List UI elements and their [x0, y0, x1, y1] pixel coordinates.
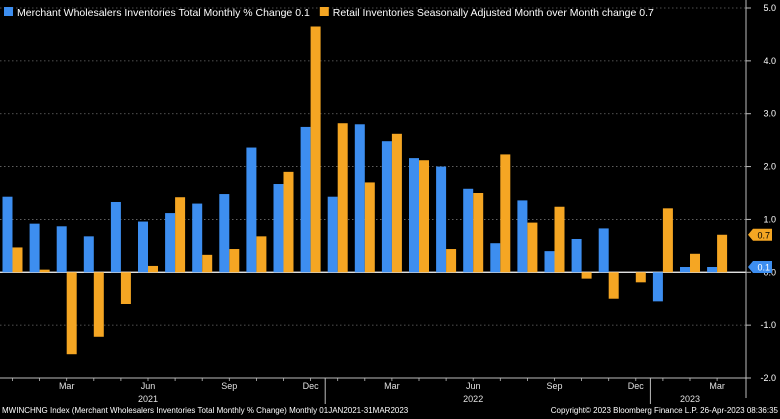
bar-wholesale-26: [707, 267, 718, 273]
x-tick-label-2: Sep: [221, 381, 237, 391]
bar-retail-20: [554, 206, 565, 273]
bar-wholesale-11: [300, 126, 311, 273]
bar-wholesale-0: [2, 196, 13, 273]
legend-label-1: Retail Inventories Seasonally Adjusted M…: [333, 7, 654, 19]
bar-wholesale-17: [463, 188, 474, 273]
bar-retail-10: [283, 171, 294, 273]
footer: MWINCHNG Index (Merchant Wholesalers Inv…: [2, 406, 779, 415]
bar-wholesale-22: [598, 228, 609, 273]
bar-retail-1: [39, 269, 50, 273]
bar-retail-6: [175, 197, 186, 273]
bar-retail-12: [337, 123, 348, 273]
bar-wholesale-7: [192, 203, 203, 273]
bar-wholesale-19: [517, 200, 528, 273]
legend-swatch-0: [4, 7, 13, 16]
legend-swatch-1: [319, 7, 329, 16]
bar-wholesale-10: [273, 184, 284, 273]
last-value-badge-1: [748, 261, 772, 273]
bar-retail-5: [148, 265, 158, 273]
bar-retail-11: [310, 26, 321, 273]
bar-retail-0: [12, 247, 23, 273]
bar-wholesale-21: [571, 238, 582, 273]
bar-retail-24: [662, 208, 673, 273]
y-tick-label-1.0: 1.0: [763, 214, 776, 224]
legend: Merchant Wholesalers Inventories Total M…: [4, 7, 654, 19]
bar-wholesale-8: [219, 194, 230, 273]
bar-wholesale-5: [138, 221, 148, 273]
y-tick-label-3.0: 3.0: [763, 109, 776, 119]
bar-retail-9: [256, 236, 267, 273]
bar-wholesale-9: [246, 147, 257, 273]
y-tick-label--2.0: -2.0: [760, 373, 776, 383]
y-tick-label-4.0: 4.0: [763, 56, 776, 66]
y-tick-label--1.0: -1.0: [760, 320, 776, 330]
bar-retail-4: [120, 272, 131, 304]
y-axis: 5.04.03.02.01.00.0-1.0-2.0: [745, 0, 776, 398]
bar-retail-16: [446, 249, 457, 273]
bar-wholesale-18: [490, 243, 501, 273]
x-tick-label-7: Dec: [628, 381, 645, 391]
year-label-2023: 2023: [680, 394, 700, 404]
bar-retail-18: [500, 154, 511, 273]
x-tick-label-8: Mar: [709, 381, 725, 391]
bar-retail-21: [581, 272, 592, 279]
bar-wholesale-24: [652, 272, 663, 302]
bar-retail-7: [202, 254, 213, 273]
bar-wholesale-12: [327, 196, 338, 273]
x-tick-label-4: Mar: [384, 381, 400, 391]
last-value-badge-0: [748, 228, 772, 241]
last-value-badge-label-0: 0.7: [757, 230, 770, 240]
x-axis: Mar Jun Sep Dec Mar Jun Sep Dec Mar 2021 2022 2023: [0, 377, 746, 404]
y-tick-label-5.0: 5.0: [763, 3, 776, 13]
bar-retail-25: [690, 253, 700, 273]
x-tick-label-5: Jun: [466, 381, 481, 391]
bar-wholesale-20: [544, 251, 555, 273]
bar-wholesale-16: [436, 166, 447, 273]
bar-retail-3: [93, 272, 104, 337]
x-tick-label-3: Dec: [303, 381, 320, 391]
legend-label-0: Merchant Wholesalers Inventories Total M…: [17, 7, 310, 19]
x-tick-label-6: Sep: [546, 381, 562, 391]
bar-retail-22: [608, 272, 619, 299]
bar-retail-15: [419, 160, 429, 273]
bar-wholesale-13: [354, 124, 365, 273]
year-label-2021: 2021: [138, 394, 158, 404]
bar-retail-19: [527, 222, 538, 273]
last-value-badges: 0.7 0.1: [748, 228, 772, 273]
year-label-2022: 2022: [463, 394, 483, 404]
bar-retail-13: [364, 182, 375, 273]
bar-wholesale-6: [165, 213, 176, 273]
bar-wholesale-3: [83, 236, 94, 273]
footer-source-text: MWINCHNG Index (Merchant Wholesalers Inv…: [2, 406, 409, 415]
bar-wholesale-15: [409, 158, 419, 273]
bar-retail-17: [473, 193, 484, 273]
bar-retail-14: [391, 133, 402, 273]
bar-wholesale-2: [56, 226, 67, 273]
bar-wholesale-25: [680, 267, 690, 273]
x-tick-label-1: Jun: [141, 381, 156, 391]
y-tick-label-2.0: 2.0: [763, 162, 776, 172]
bar-retail-2: [66, 272, 77, 355]
bar-wholesale-14: [381, 141, 392, 273]
footer-copyright-text: Copyright© 2023 Bloomberg Finance L.P. 2…: [551, 406, 779, 415]
bars: [2, 26, 728, 355]
x-tick-label-0: Mar: [59, 381, 75, 391]
bar-wholesale-1: [29, 223, 40, 273]
bar-retail-8: [229, 249, 240, 273]
bar-wholesale-4: [110, 201, 121, 273]
bar-retail-23: [635, 272, 646, 283]
last-value-badge-label-1: 0.1: [757, 263, 770, 273]
bar-retail-26: [717, 234, 728, 273]
